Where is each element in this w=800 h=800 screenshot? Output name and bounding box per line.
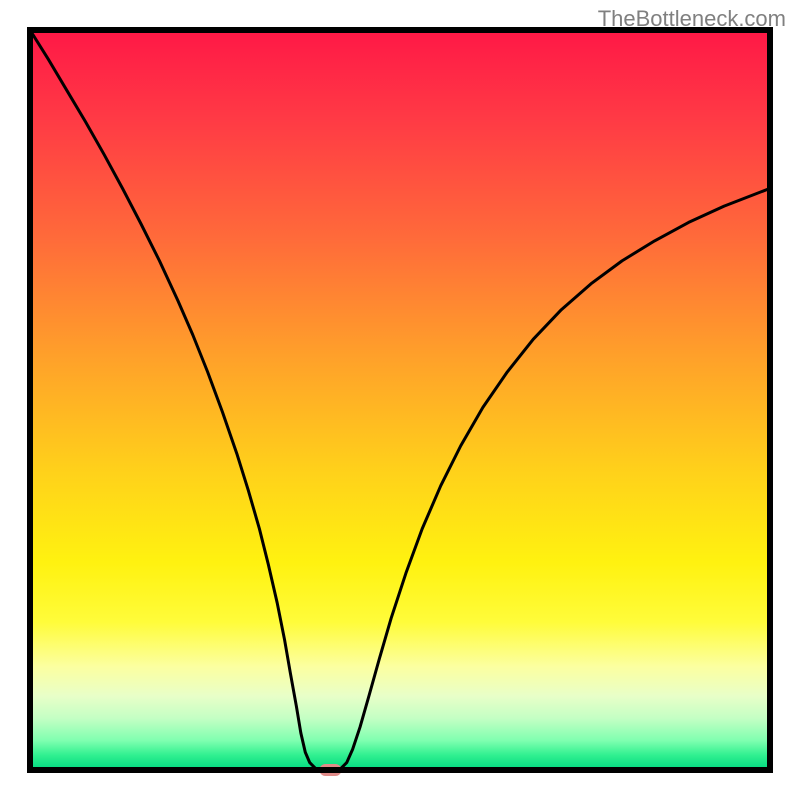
bottleneck-chart (0, 0, 800, 800)
watermark-text: TheBottleneck.com (598, 6, 786, 32)
chart-background (30, 30, 770, 770)
